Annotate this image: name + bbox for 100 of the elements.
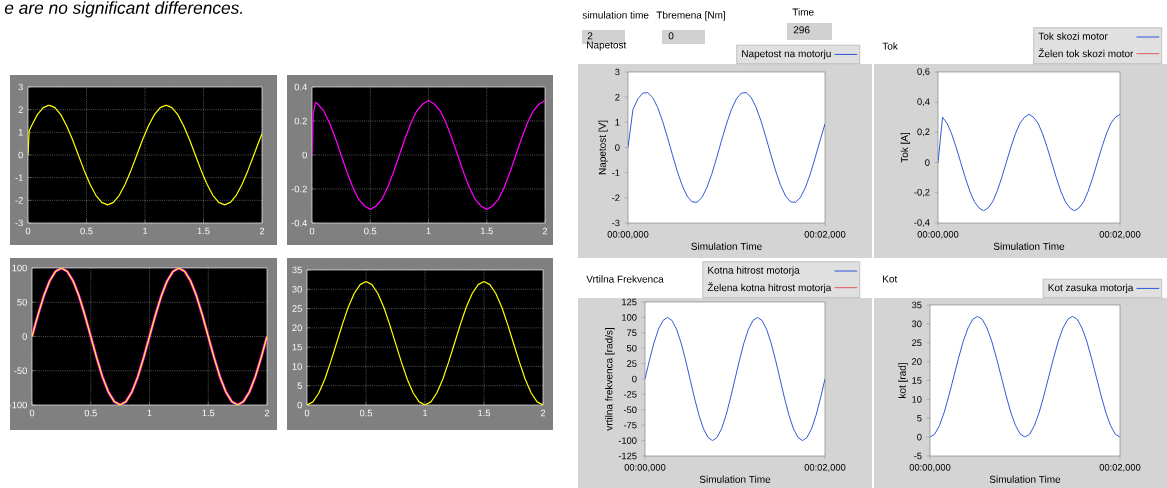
x-tick-label: 00:00,000 xyxy=(607,231,649,239)
y-tick-label: 5 xyxy=(917,414,922,422)
y-tick-label: 25 xyxy=(912,339,922,347)
x-axis-title: Simulation Time xyxy=(993,242,1065,250)
y-tick-label: 50 xyxy=(17,298,27,306)
y-tick-label: -1 xyxy=(15,174,23,181)
y-tick-label: -5 xyxy=(914,452,922,460)
y-tick-label: 0,4 xyxy=(917,98,930,107)
x-tick-label: 1.5 xyxy=(478,409,491,417)
legend-label: Želena kotna hitrost motorja xyxy=(707,282,832,294)
y-tick-label: 100 xyxy=(12,264,27,272)
x-tick-label: 0.5 xyxy=(80,227,93,235)
x-tick-label: 1.5 xyxy=(202,409,215,417)
y-tick-label: 3 xyxy=(615,68,620,76)
y-tick-label: 0 xyxy=(22,333,27,340)
y-tick-label: -50 xyxy=(14,367,27,375)
x-tick-label: 00:02,000 xyxy=(1099,464,1141,472)
y-tick-label: 10 xyxy=(912,396,922,403)
y-tick-label: 15 xyxy=(912,377,922,384)
legend-label: Napetost na motorju xyxy=(742,49,831,60)
x-tick-label: 2 xyxy=(542,227,548,235)
chart-title: Kot xyxy=(883,275,898,283)
y-tick-label: -50 xyxy=(623,406,637,414)
x-tick-label: 2 xyxy=(259,227,265,235)
y-tick-label: -125 xyxy=(618,452,637,460)
x-axis-title: Simulation Time xyxy=(989,475,1061,483)
chart-title: Vrtilna Frekvenca xyxy=(586,275,664,283)
x-tick-label: 0 xyxy=(309,227,315,235)
y-tick-label: 0.2 xyxy=(294,117,307,125)
y-tick-label: 15 xyxy=(292,343,302,351)
y-tick-label: 10 xyxy=(292,363,302,370)
y-tick-label: 0,6 xyxy=(917,68,930,76)
x-tick-label: 0.5 xyxy=(84,409,97,417)
y-tick-label: 3 xyxy=(18,83,23,91)
x-tick-label: 00:02,000 xyxy=(804,231,846,239)
x-tick-label: 0 xyxy=(29,409,35,417)
x-tick-label: 0.5 xyxy=(359,409,373,417)
text: Time xyxy=(792,8,814,16)
y-tick-label: 1 xyxy=(18,129,23,136)
y-tick-label: -2 xyxy=(612,194,620,202)
x-axis-title: Simulation Time xyxy=(699,475,771,483)
x-tick-label: 1 xyxy=(423,409,428,417)
text: e are no significant differences. xyxy=(4,1,243,18)
y-tick-label: 0 xyxy=(615,144,620,151)
y-axis-title: kot [rad] xyxy=(898,363,908,398)
y-tick-label: 2 xyxy=(615,93,620,101)
y-tick-label: 50 xyxy=(626,344,637,352)
y-tick-label: -75 xyxy=(623,421,637,429)
x-axis-title: Simulation Time xyxy=(691,242,762,250)
y-tick-label: 0 xyxy=(917,433,922,441)
text: 2 xyxy=(587,32,593,40)
x-tick-label: 1 xyxy=(147,409,152,417)
y-tick-label: -100 xyxy=(618,437,637,444)
chart-title: Tok xyxy=(882,42,898,50)
x-tick-label: 00:00,000 xyxy=(909,464,951,472)
y-tick-label: -2 xyxy=(15,197,23,204)
y-tick-label: 125 xyxy=(622,298,637,306)
y-tick-label: -0.4 xyxy=(291,219,308,227)
y-tick-label: 0 xyxy=(297,401,302,409)
y-axis-title: vrtilna frekvenca [rad/s] xyxy=(605,328,615,431)
text: Kotna hitrost motorja xyxy=(708,266,800,276)
y-tick-label: 0,2 xyxy=(917,128,930,137)
y-tick-label: -3 xyxy=(612,219,620,227)
y-tick-label: -25 xyxy=(623,391,637,398)
y-tick-label: 0 xyxy=(302,151,307,159)
y-tick-label: 0.4 xyxy=(294,83,308,91)
y-tick-label: -1 xyxy=(612,169,620,176)
y-tick-label: 20 xyxy=(912,358,922,365)
x-tick-label: 2 xyxy=(540,409,546,417)
y-tick-label: -0.2 xyxy=(291,185,307,193)
y-tick-label: 2 xyxy=(18,106,23,113)
y-tick-label: -0,2 xyxy=(914,188,930,197)
x-tick-label: 00:02,000 xyxy=(1099,231,1141,239)
y-tick-label: 0 xyxy=(18,151,23,159)
y-tick-label: 25 xyxy=(627,360,637,367)
text: simulation time xyxy=(582,11,649,19)
y-tick-label: 35 xyxy=(292,266,302,274)
y-tick-label: -3 xyxy=(15,219,23,227)
x-tick-label: 2 xyxy=(264,409,270,417)
y-tick-label: 0 xyxy=(632,375,637,383)
y-tick-label: 35 xyxy=(911,301,922,309)
y-tick-label: 75 xyxy=(627,329,637,337)
y-tick-label: 0 xyxy=(925,159,930,166)
y-tick-label: 5 xyxy=(297,382,302,389)
y-tick-label: 30 xyxy=(292,285,302,293)
x-tick-label: 00:02,000 xyxy=(804,464,846,472)
x-tick-label: 00:00,000 xyxy=(624,464,666,472)
y-tick-label: 100 xyxy=(622,314,637,321)
x-tick-label: 0.5 xyxy=(364,227,377,235)
text: 296 xyxy=(793,26,810,34)
legend-label: Želen tok skozi motor xyxy=(1038,48,1134,58)
text: 0 xyxy=(668,32,674,40)
text: Tok skozi motor xyxy=(1038,32,1108,40)
x-tick-label: 00:00,000 xyxy=(917,231,959,239)
y-tick-label: 25 xyxy=(292,305,302,312)
text: Tbremena [Nm] xyxy=(656,11,726,21)
y-tick-label: 30 xyxy=(911,320,922,328)
x-tick-label: 1.5 xyxy=(480,227,493,235)
x-tick-label: 1 xyxy=(143,227,148,235)
y-axis-title: Tok [A] xyxy=(900,132,911,163)
